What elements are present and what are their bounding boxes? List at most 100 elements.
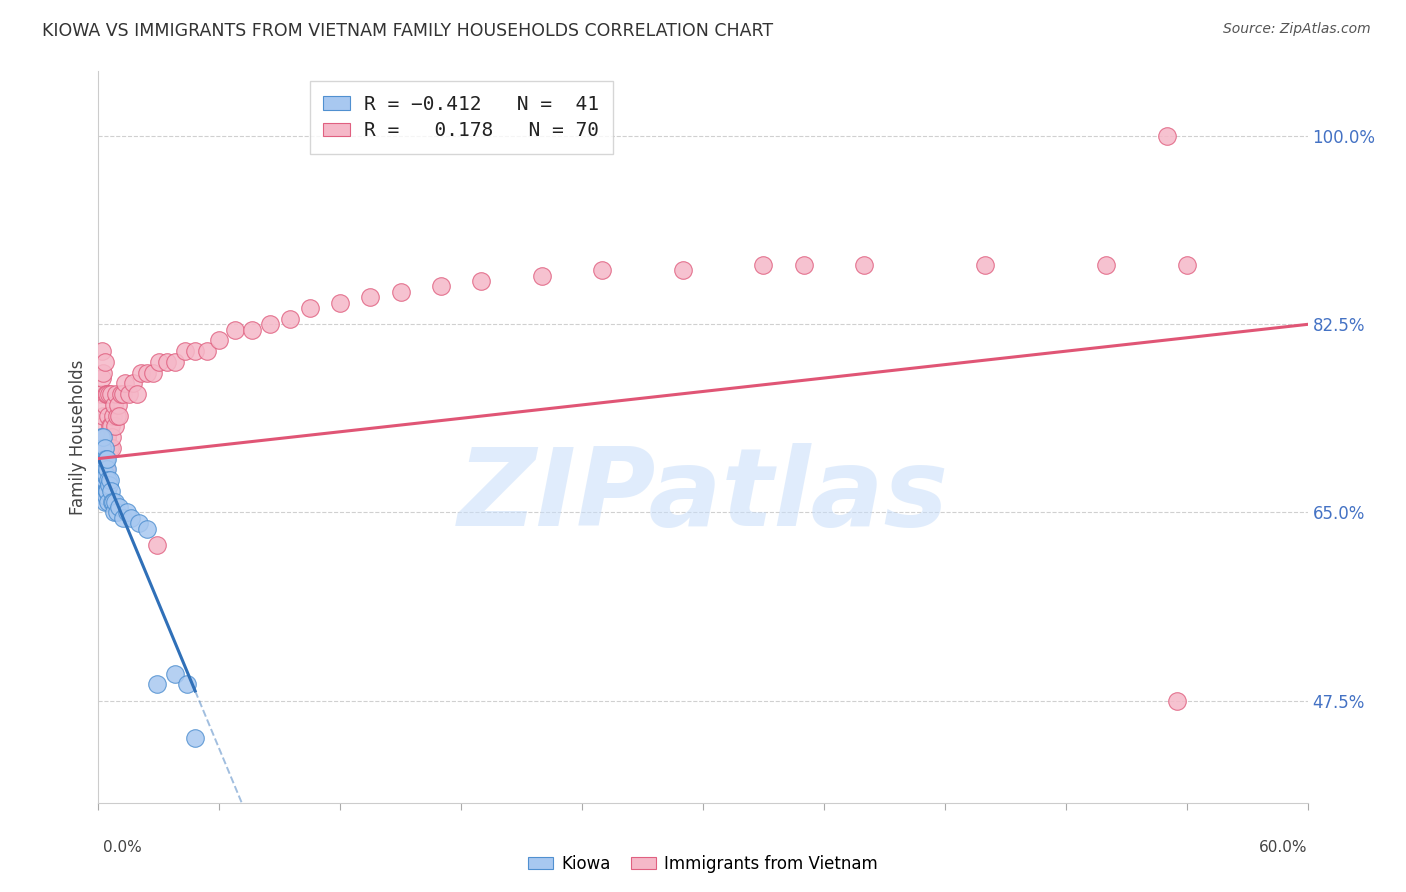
Point bbox=[104, 387, 127, 401]
Point bbox=[115, 505, 138, 519]
Point bbox=[184, 731, 207, 746]
Point bbox=[91, 419, 114, 434]
Point bbox=[240, 322, 263, 336]
Point bbox=[174, 344, 197, 359]
Point bbox=[94, 467, 117, 482]
Point bbox=[1095, 258, 1118, 272]
Point bbox=[91, 473, 114, 487]
Point bbox=[96, 387, 118, 401]
Point bbox=[90, 430, 112, 444]
Point bbox=[156, 355, 179, 369]
Point bbox=[103, 494, 125, 508]
Point bbox=[120, 510, 142, 524]
Point bbox=[96, 483, 118, 498]
Point bbox=[93, 366, 115, 380]
Point bbox=[470, 274, 492, 288]
Point bbox=[176, 677, 198, 691]
Point bbox=[100, 483, 122, 498]
Point bbox=[94, 494, 117, 508]
Legend: R = −0.412   N =  41, R =   0.178   N = 70: R = −0.412 N = 41, R = 0.178 N = 70 bbox=[309, 81, 613, 154]
Point bbox=[91, 451, 114, 466]
Point bbox=[135, 366, 157, 380]
Point bbox=[94, 355, 117, 369]
Point bbox=[591, 263, 613, 277]
Point bbox=[110, 387, 132, 401]
Point bbox=[96, 483, 118, 498]
Point bbox=[105, 409, 128, 423]
Point bbox=[93, 430, 115, 444]
Point bbox=[93, 473, 115, 487]
Point bbox=[107, 409, 129, 423]
Point bbox=[89, 473, 111, 487]
Point bbox=[128, 516, 150, 530]
Point bbox=[974, 258, 997, 272]
Point bbox=[107, 500, 129, 514]
Point bbox=[97, 441, 120, 455]
Point bbox=[100, 387, 122, 401]
Legend: Kiowa, Immigrants from Vietnam: Kiowa, Immigrants from Vietnam bbox=[522, 848, 884, 880]
Point bbox=[101, 494, 124, 508]
Point bbox=[107, 398, 129, 412]
Y-axis label: Family Households: Family Households bbox=[69, 359, 87, 515]
Point bbox=[430, 279, 453, 293]
Point bbox=[121, 376, 143, 391]
Point bbox=[118, 387, 141, 401]
Point bbox=[97, 387, 120, 401]
Point bbox=[91, 344, 114, 359]
Point bbox=[105, 505, 128, 519]
Point bbox=[100, 419, 122, 434]
Point bbox=[97, 494, 120, 508]
Point bbox=[163, 355, 186, 369]
Point bbox=[278, 311, 301, 326]
Point bbox=[93, 451, 115, 466]
Point bbox=[101, 430, 124, 444]
Text: ZIPatlas: ZIPatlas bbox=[457, 442, 949, 549]
Point bbox=[98, 441, 121, 455]
Point bbox=[94, 483, 117, 498]
Point bbox=[94, 441, 117, 455]
Point bbox=[146, 538, 169, 552]
Point bbox=[148, 355, 170, 369]
Point bbox=[329, 295, 352, 310]
Point bbox=[1175, 258, 1198, 272]
Point bbox=[91, 371, 114, 385]
Point bbox=[96, 462, 118, 476]
Text: 60.0%: 60.0% bbox=[1260, 840, 1308, 855]
Point bbox=[163, 666, 186, 681]
Point bbox=[96, 451, 118, 466]
Point bbox=[672, 263, 695, 277]
Point bbox=[98, 473, 121, 487]
Point bbox=[98, 419, 121, 434]
Point bbox=[184, 344, 207, 359]
Point bbox=[93, 457, 115, 471]
Point bbox=[91, 441, 114, 455]
Point bbox=[1156, 128, 1178, 143]
Point bbox=[530, 268, 553, 283]
Point bbox=[94, 467, 117, 482]
Point bbox=[224, 322, 246, 336]
Point bbox=[135, 521, 157, 535]
Point bbox=[195, 344, 218, 359]
Text: Source: ZipAtlas.com: Source: ZipAtlas.com bbox=[1223, 22, 1371, 37]
Text: KIOWA VS IMMIGRANTS FROM VIETNAM FAMILY HOUSEHOLDS CORRELATION CHART: KIOWA VS IMMIGRANTS FROM VIETNAM FAMILY … bbox=[42, 22, 773, 40]
Point bbox=[299, 301, 322, 315]
Point bbox=[853, 258, 876, 272]
Point bbox=[129, 366, 152, 380]
Point bbox=[389, 285, 412, 299]
Point bbox=[360, 290, 382, 304]
Point bbox=[93, 430, 115, 444]
Point bbox=[97, 473, 120, 487]
Point bbox=[94, 441, 117, 455]
Point bbox=[208, 333, 231, 347]
Point bbox=[96, 430, 118, 444]
Point bbox=[94, 473, 117, 487]
Point bbox=[97, 409, 120, 423]
Point bbox=[752, 258, 775, 272]
Text: 0.0%: 0.0% bbox=[103, 840, 142, 855]
Point bbox=[93, 489, 115, 503]
Point bbox=[93, 462, 115, 476]
Point bbox=[114, 376, 136, 391]
Point bbox=[793, 258, 815, 272]
Point bbox=[259, 317, 281, 331]
Point bbox=[1166, 693, 1188, 707]
